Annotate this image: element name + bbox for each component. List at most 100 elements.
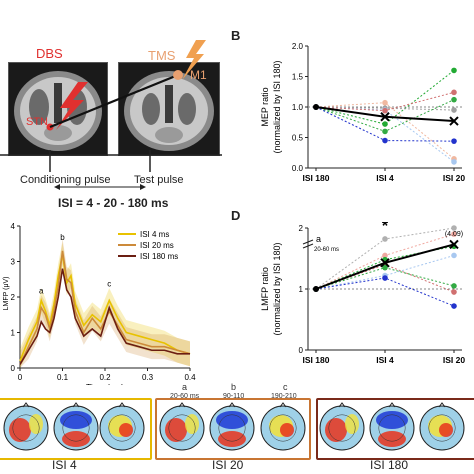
subject-point	[382, 121, 388, 127]
topomap-contour	[12, 414, 40, 442]
subject-point	[382, 252, 388, 259]
topomap-nose	[338, 402, 346, 408]
subject-point	[451, 67, 457, 74]
stn-label: STN	[26, 116, 48, 128]
y-tick-label: 2.0	[292, 42, 304, 51]
window-b-range: 90-110	[223, 393, 245, 400]
y-axis-label-2: (normalized by ISI 180)	[272, 60, 282, 153]
mean-point	[313, 286, 319, 292]
tms-label: TMS	[148, 48, 176, 63]
peak-annotation: c	[107, 279, 111, 288]
topomap-contour	[378, 414, 406, 442]
mean-marker	[449, 239, 459, 250]
topomap-red-region	[378, 431, 406, 447]
topomap-contour	[328, 414, 356, 442]
x-tick-label: 0.1	[57, 373, 69, 382]
window-a-range: 20-60 ms	[170, 393, 200, 400]
x-tick-label: 0	[18, 373, 23, 382]
x-tick-label: ISI 20	[443, 355, 465, 365]
series-line	[19, 254, 191, 362]
mean-marker	[380, 112, 390, 122]
x-tick-label: ISI 180	[303, 355, 330, 365]
m1-label: M1	[190, 68, 207, 82]
peak-annotation: b	[60, 233, 65, 242]
panel-a-overlay	[0, 40, 222, 190]
subject-point	[382, 137, 388, 144]
x-tick-label: ISI 4	[376, 355, 394, 365]
outlier-label: (4.09)	[445, 231, 463, 238]
subject-point	[451, 303, 457, 309]
topomap-yellow-region	[345, 414, 359, 434]
topomap-red-region	[325, 418, 347, 442]
dbs-label: DBS	[36, 46, 63, 61]
m1-dot	[173, 70, 183, 80]
subject-line	[315, 106, 455, 163]
brain-right-image	[124, 71, 214, 151]
y-axis-label-2: (normalized by ISI 180)	[272, 242, 282, 335]
lmfp-ratio-chart: 0 1 2 ISI 180 ISI 4 ISI 20 LMFP ratio (normaliz…	[260, 222, 465, 365]
topomap-red-region	[280, 423, 294, 437]
mean-point	[313, 104, 319, 110]
topomap-yellow-region	[29, 414, 43, 434]
subject-point	[451, 89, 457, 96]
topomap-red-region	[218, 431, 246, 447]
caption-isi4: ISI 4	[52, 458, 77, 472]
topomap-blue-region	[216, 411, 248, 429]
isi-label: ISI = 4 - 20 - 180 ms	[58, 196, 169, 210]
stn-m1-connection	[49, 73, 179, 129]
topomap-red-region	[9, 418, 31, 442]
window-c-range: 190-210	[271, 393, 297, 400]
y-tick-label: 0	[11, 364, 16, 373]
x-tick-label: 0.2	[99, 373, 111, 382]
topo-frame-isi180	[316, 398, 474, 460]
subject-point	[451, 107, 457, 113]
topomap-nose	[72, 402, 80, 408]
topomap-contour	[108, 414, 136, 442]
topomap-contour	[168, 414, 196, 442]
y-tick-label: 4	[11, 222, 16, 231]
y-tick-label: 3	[11, 258, 16, 267]
topomap-red-region	[62, 431, 90, 447]
topomap-nose	[178, 402, 186, 408]
window-b-letter: b	[231, 382, 237, 392]
subject-point	[451, 138, 457, 144]
mean-marker	[449, 116, 459, 126]
window-a-letter: a	[182, 382, 188, 392]
caption-isi180: ISI 180	[370, 458, 409, 472]
topomap-heads	[3, 402, 465, 451]
mep-ratio-chart: 0.0 0.5 1.0 1.5 2.0 ISI 180 ISI 4 ISI 20 MEP rat…	[260, 42, 465, 183]
y-tick-label: 0.0	[292, 164, 304, 173]
topomap-nose	[228, 402, 236, 408]
topomap-blue-region	[60, 411, 92, 429]
x-tick-label: 0.4	[184, 373, 196, 382]
topomap-nose	[22, 402, 30, 408]
topomap-contour	[269, 414, 297, 442]
subject-point	[451, 252, 457, 259]
subject-point	[451, 289, 457, 295]
subject-point	[382, 264, 388, 271]
y-axis-label-1: LMFP ratio	[260, 267, 270, 311]
topomap-nose	[438, 402, 446, 408]
test-label: Test pulse	[134, 174, 184, 186]
significance-star: *	[382, 222, 389, 235]
subject-point	[451, 159, 457, 165]
subject-point	[382, 275, 388, 281]
subject-line	[315, 70, 455, 125]
topomap-yellow-region	[185, 414, 199, 434]
topomap-red-region	[165, 418, 187, 442]
x-tick-label: ISI 20	[443, 173, 465, 183]
y-axis-label: LMFP (μV)	[3, 277, 10, 311]
series-line	[19, 250, 191, 365]
series-band	[20, 241, 190, 368]
x-axis-label: Time (ms)	[86, 382, 124, 385]
topomap-nose	[118, 402, 126, 408]
subject-point	[382, 99, 388, 106]
coronal-brain-right	[118, 62, 220, 156]
annotation-a: a	[316, 234, 321, 244]
annotation-a-range: 20-60 ms	[314, 247, 339, 253]
tms-bolt-icon	[182, 40, 206, 80]
subject-point	[451, 225, 457, 231]
caption-isi20: ISI 20	[212, 458, 244, 472]
legend-label: ISI 4 ms	[140, 230, 169, 239]
subject-point	[382, 128, 388, 135]
